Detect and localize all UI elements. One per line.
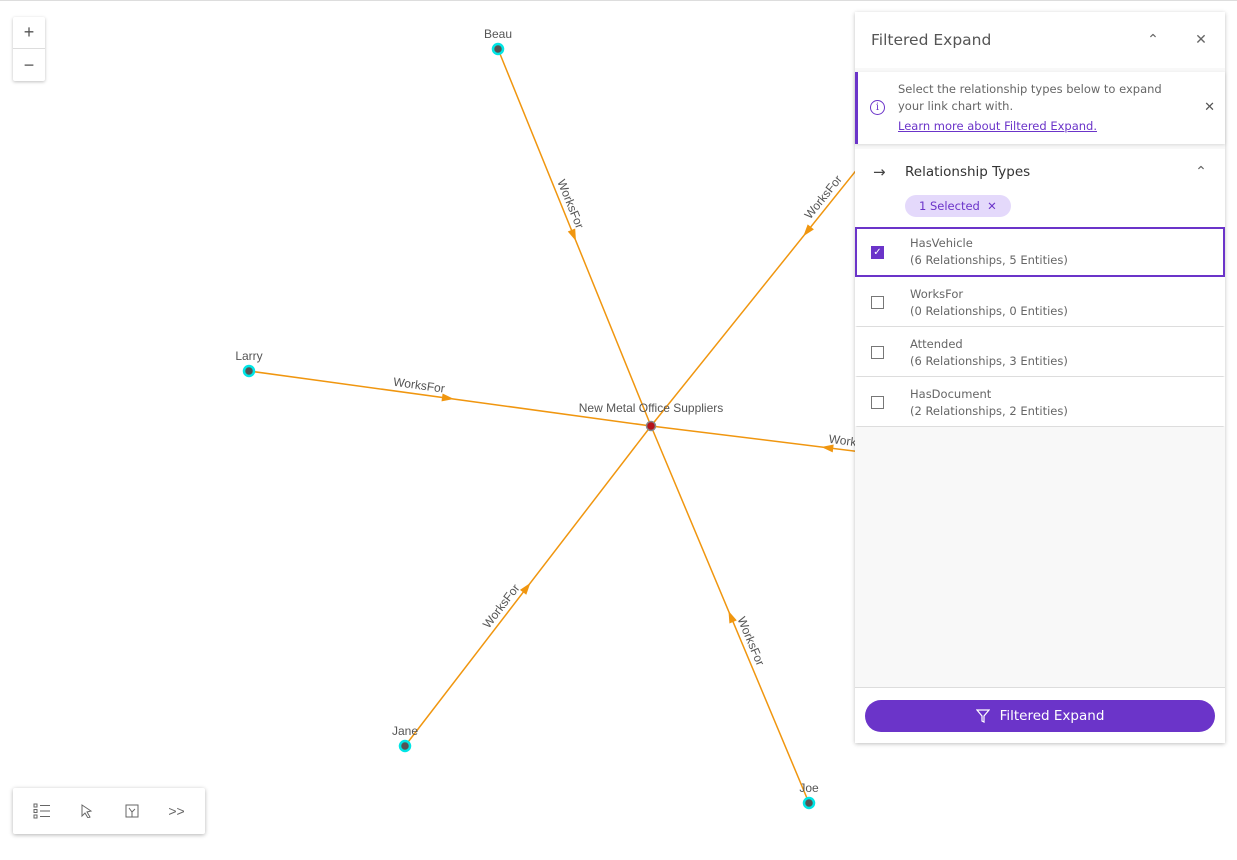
item-detail: (2 Relationships, 2 Entities) <box>910 403 1068 418</box>
node-larry[interactable] <box>242 364 256 378</box>
node-jane[interactable] <box>398 739 412 753</box>
info-icon: i <box>870 100 885 115</box>
relationship-type-item[interactable]: WorksFor (0 Relationships, 0 Entities) <box>855 277 1225 327</box>
arrow-right-icon: → <box>873 163 886 181</box>
bottom-toolbar: >> <box>13 788 205 834</box>
section-title: Relationship Types <box>905 164 1031 180</box>
checkbox[interactable] <box>871 346 884 359</box>
edge-arrow <box>441 393 454 402</box>
layout-icon[interactable] <box>117 796 147 826</box>
checkbox[interactable] <box>871 296 884 309</box>
collapse-icon[interactable]: ⌃ <box>1147 32 1159 48</box>
edge-arrow <box>519 582 531 595</box>
selected-chip[interactable]: 1 Selected ✕ <box>905 195 1011 217</box>
node-label: Beau <box>484 27 512 41</box>
edge-label: WorksFor <box>554 177 586 230</box>
item-detail: (0 Relationships, 0 Entities) <box>910 303 1068 318</box>
center-node-label: New Metal Office Suppliers <box>579 401 724 415</box>
edge-arrow <box>567 228 576 242</box>
relationship-type-item[interactable]: Attended (6 Relationships, 3 Entities) <box>855 327 1225 377</box>
relationship-type-item[interactable]: HasDocument (2 Relationships, 2 Entities) <box>855 377 1225 427</box>
node-label: Jane <box>392 724 418 738</box>
edge-arrow <box>728 610 737 624</box>
checkbox[interactable]: ✓ <box>871 245 884 259</box>
item-name: HasDocument <box>910 386 992 401</box>
filtered-expand-button[interactable]: Filtered Expand <box>865 699 1215 732</box>
select-icon[interactable] <box>72 796 102 826</box>
item-detail: (6 Relationships, 5 Entities) <box>910 253 1068 267</box>
node-label: Joe <box>799 781 819 795</box>
edge-arrow <box>803 224 814 237</box>
chip-label: 1 Selected <box>919 199 980 213</box>
edge-label: WorksFor <box>802 172 845 221</box>
node-center[interactable] <box>645 420 657 432</box>
item-name: WorksFor <box>910 286 964 301</box>
item-name: HasVehicle <box>910 236 973 250</box>
learn-more-link[interactable]: Learn more about Filtered Expand. <box>898 119 1097 133</box>
relationship-types-header[interactable]: → Relationship Types ⌃ <box>855 149 1225 195</box>
expand-icon[interactable]: >> <box>168 803 185 819</box>
section-collapse-icon[interactable]: ⌃ <box>1195 164 1207 180</box>
info-notice: i Select the relationship types below to… <box>855 72 1225 144</box>
zoom-in-button[interactable]: + <box>13 17 45 49</box>
zoom-out-button[interactable]: − <box>23 54 35 75</box>
node-joe[interactable] <box>802 796 816 810</box>
notice-close-icon[interactable]: ✕ <box>1204 100 1215 115</box>
filter-icon <box>975 708 990 723</box>
item-detail: (6 Relationships, 3 Entities) <box>910 353 1068 368</box>
panel-title: Filtered Expand <box>871 31 992 49</box>
node-beau[interactable] <box>491 42 505 56</box>
edge-label: WorksFor <box>480 581 523 631</box>
node-label: Larry <box>235 349 262 363</box>
edge-label: WorksFor <box>734 615 767 668</box>
zoom-control: + − <box>13 17 45 81</box>
list-icon[interactable] <box>27 796 57 826</box>
filtered-expand-panel: Filtered Expand ⌃ ✕ i Select the relatio… <box>855 12 1225 743</box>
close-icon[interactable]: ✕ <box>1195 32 1207 48</box>
edge-arrow <box>821 444 834 453</box>
relationship-type-item[interactable]: ✓ HasVehicle (6 Relationships, 5 Entities) <box>855 227 1225 277</box>
checkbox[interactable] <box>871 396 884 409</box>
button-label: Filtered Expand <box>999 707 1105 724</box>
edge-label: WorksFor <box>392 375 445 396</box>
notice-text: Select the relationship types below to e… <box>898 82 1162 113</box>
item-name: Attended <box>910 336 963 351</box>
